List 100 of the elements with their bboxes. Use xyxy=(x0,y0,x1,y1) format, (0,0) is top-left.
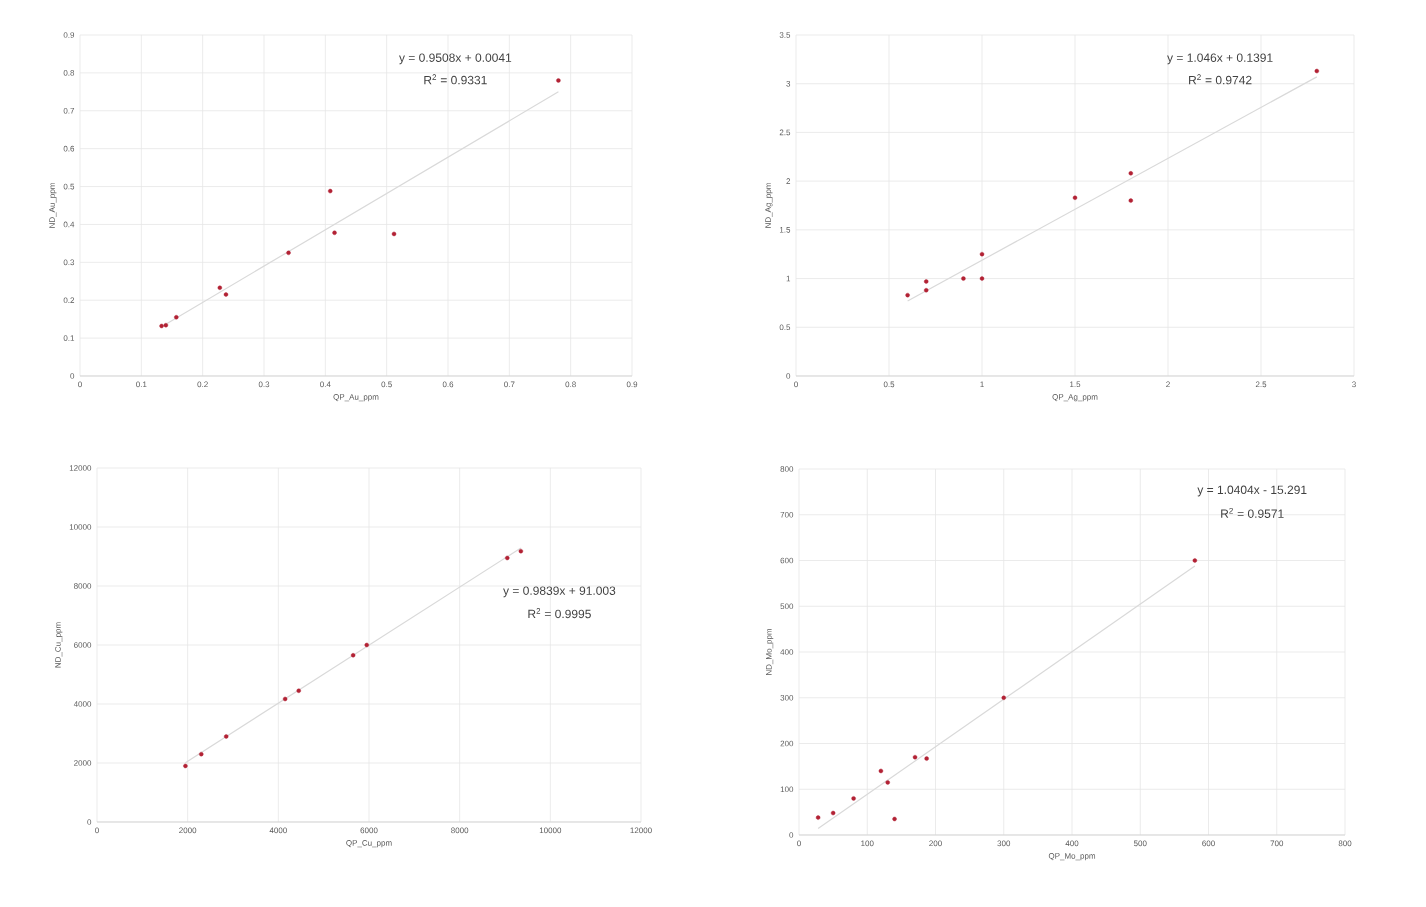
x-tick-label: 0.3 xyxy=(258,381,270,388)
point xyxy=(1001,695,1006,700)
x-tick-label: 400 xyxy=(1065,840,1079,847)
point xyxy=(912,755,918,760)
y-tick-label: 0.3 xyxy=(63,259,75,266)
x-tick-label: 3 xyxy=(1352,381,1356,388)
y-axis-title: ND_Au_ppm xyxy=(49,183,57,228)
x-tick-label: 0.5 xyxy=(381,381,392,388)
point xyxy=(183,763,188,769)
x-tick-label: 4000 xyxy=(269,827,287,834)
x-tick-label: 2.5 xyxy=(1255,381,1267,388)
point xyxy=(905,292,910,298)
y-tick-label: 4000 xyxy=(73,701,92,707)
y-tick-label: 800 xyxy=(780,466,794,472)
x-axis-title: QP_Cu_ppm xyxy=(346,840,392,848)
point xyxy=(223,292,229,297)
x-tick-label: 2000 xyxy=(179,827,197,834)
annotation: R$^{2}$ = 0.9995 xyxy=(528,608,591,619)
x-tick-label: 700 xyxy=(1270,840,1284,847)
y-tick-label: 300 xyxy=(780,694,794,701)
y-tick-label: 1.5 xyxy=(779,227,791,233)
point xyxy=(892,816,897,822)
point xyxy=(296,688,301,693)
y-tick-label: 0 xyxy=(87,819,92,825)
x-tick-label: 100 xyxy=(861,840,874,847)
point xyxy=(282,696,288,702)
point xyxy=(174,315,179,320)
point xyxy=(556,78,561,83)
y-tick-label: 8000 xyxy=(74,583,92,589)
y-axis-title: ND_Mo_ppm xyxy=(766,628,774,675)
y-tick-label: 6000 xyxy=(74,642,92,648)
annotation: y = 1.046x + 0.1391 xyxy=(1167,53,1273,65)
x-axis-title: QP_Mo_ppm xyxy=(1048,853,1096,861)
y-tick-label: 500 xyxy=(780,603,794,610)
point xyxy=(979,276,985,281)
point xyxy=(286,250,291,256)
x-tick-label: 0 xyxy=(797,840,801,847)
point xyxy=(328,188,333,194)
point xyxy=(518,548,524,554)
point xyxy=(224,734,229,739)
x-tick-label: 0.4 xyxy=(320,381,331,388)
y-tick-label: 100 xyxy=(780,786,794,793)
y-tick-label: 400 xyxy=(780,649,794,655)
y-tick-label: 0.5 xyxy=(779,324,791,331)
point xyxy=(332,230,337,235)
point xyxy=(924,756,929,761)
y-tick-label: 0 xyxy=(786,373,791,379)
point xyxy=(1314,68,1320,74)
y-tick-label: 12000 xyxy=(69,465,92,471)
y-tick-label: 0.9 xyxy=(63,32,75,38)
point xyxy=(505,555,510,561)
x-tick-label: 300 xyxy=(997,840,1011,847)
y-tick-label: 2000 xyxy=(74,760,92,766)
x-tick-label: 0.9 xyxy=(626,381,638,388)
x-tick-label: 2 xyxy=(1166,381,1170,388)
annotation: y = 1.0404x - 15.291 xyxy=(1197,485,1307,497)
point xyxy=(217,285,223,290)
y-tick-label: 0 xyxy=(789,832,794,838)
y-tick-label: 3.5 xyxy=(779,32,791,38)
y-tick-label: 600 xyxy=(780,557,794,564)
annotation: y = 0.9839x + 91.003 xyxy=(503,586,616,598)
point xyxy=(961,276,966,281)
point xyxy=(924,288,929,293)
point xyxy=(1192,558,1198,563)
x-tick-label: 1 xyxy=(980,381,984,388)
y-tick-label: 0.6 xyxy=(63,145,75,152)
x-tick-label: 0.8 xyxy=(565,381,576,388)
x-tick-label: 0 xyxy=(95,827,99,834)
y-tick-label: 700 xyxy=(780,511,794,518)
point xyxy=(1128,171,1134,176)
point xyxy=(159,323,164,329)
y-tick-label: 0 xyxy=(70,373,75,379)
x-tick-label: 0.5 xyxy=(883,381,895,388)
point xyxy=(1072,195,1078,200)
x-tick-label: 10000 xyxy=(539,827,562,834)
y-tick-label: 200 xyxy=(780,740,794,747)
y-tick-label: 10000 xyxy=(69,524,92,530)
point xyxy=(1128,198,1134,203)
x-tick-label: 0.7 xyxy=(504,381,515,388)
point xyxy=(924,279,929,284)
annotation: R$^{2}$ = 0.9331 xyxy=(424,74,487,85)
x-tick-label: 0.6 xyxy=(442,381,454,388)
x-tick-label: 6000 xyxy=(360,827,378,834)
point xyxy=(391,231,397,237)
point xyxy=(851,796,856,801)
point xyxy=(830,810,836,816)
point xyxy=(815,815,821,820)
y-tick-label: 2 xyxy=(786,178,791,184)
point xyxy=(199,751,204,757)
y-axis-title: ND_Cu_ppm xyxy=(55,622,63,668)
x-tick-label: 1.5 xyxy=(1070,381,1081,388)
y-tick-label: 0.4 xyxy=(63,221,75,228)
y-tick-label: 0.2 xyxy=(63,297,75,304)
point xyxy=(364,642,369,648)
annotation: y = 0.9508x + 0.0041 xyxy=(399,53,512,65)
annotation: R$^{2}$ = 0.9742 xyxy=(1189,74,1252,85)
point xyxy=(979,252,985,257)
annotation: R$^{2}$ = 0.9571 xyxy=(1221,507,1284,518)
point xyxy=(350,653,356,658)
x-tick-label: 800 xyxy=(1338,840,1352,847)
